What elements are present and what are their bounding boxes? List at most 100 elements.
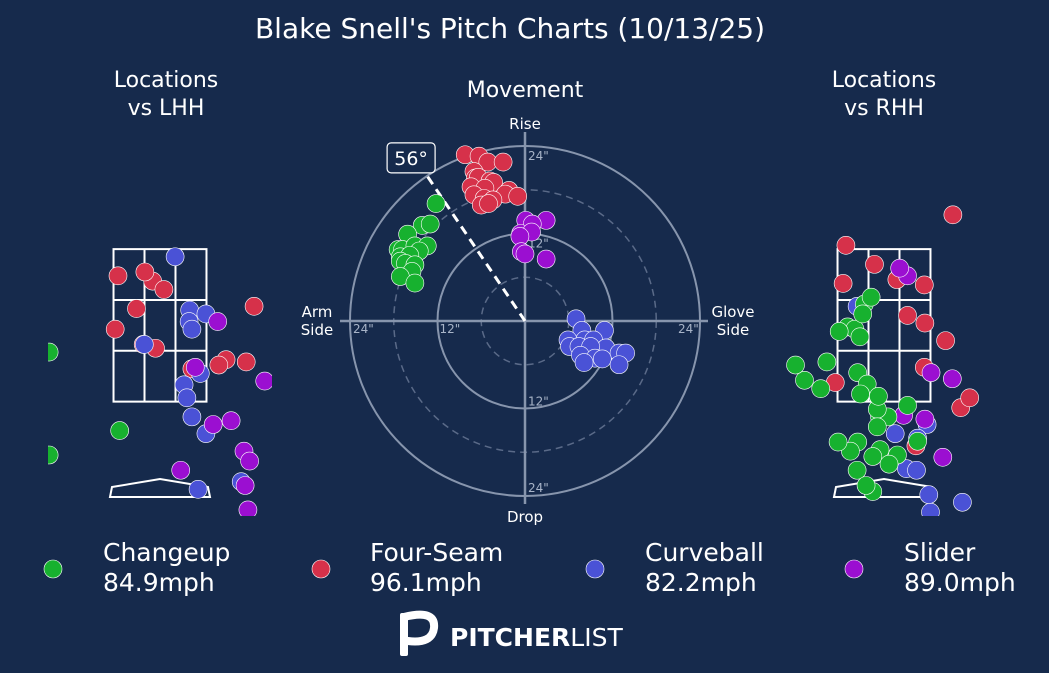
legend-pitch-name: Changeup — [103, 538, 230, 567]
pitch-point-four-seam — [865, 255, 884, 274]
pitch-point-four-seam — [154, 280, 174, 299]
pitch-point-curveball — [907, 460, 926, 480]
pitch-point-four-seam — [936, 331, 955, 350]
pitch-point-four-seam — [960, 388, 979, 408]
legend-marker — [585, 559, 605, 579]
pitch-point-curveball — [953, 492, 972, 512]
pitch-point-four-seam — [244, 297, 264, 316]
movement-point-curveball — [592, 349, 612, 369]
home-plate — [832, 477, 936, 498]
pitch-point-slider — [203, 415, 223, 434]
pitch-point-curveball — [188, 480, 208, 499]
arm-angle-value: 56° — [394, 148, 428, 170]
pitch-point-four-seam — [209, 355, 229, 375]
pitch-point-changeup — [795, 370, 814, 390]
pitch-point-curveball — [177, 388, 197, 408]
pitch-point-four-seam — [236, 352, 256, 372]
ring-label: 24" — [353, 322, 374, 336]
chart-title: Blake Snell's Pitch Charts (10/13/25) — [255, 12, 765, 45]
pitch-point-changeup — [861, 287, 881, 307]
pitch-point-four-seam — [108, 266, 128, 286]
ring-label: 12" — [440, 322, 461, 336]
pitch-point-changeup — [829, 322, 849, 341]
pitch-point-slider — [240, 451, 259, 471]
panel-title: Movement — [467, 78, 584, 103]
movement-point-changeup — [420, 214, 440, 234]
pitch-point-changeup — [850, 327, 870, 347]
pitch-point-four-seam — [836, 236, 856, 255]
pitch-point-changeup — [851, 384, 870, 404]
pitch-point-changeup — [811, 379, 831, 398]
pitch-point-four-seam — [135, 262, 155, 282]
pitch-point-changeup — [110, 421, 129, 440]
ring-label: 12" — [528, 395, 549, 409]
pitch-point-changeup — [879, 454, 899, 474]
legend-pitch-name: Curveball — [645, 538, 764, 567]
ring-label: 24" — [528, 149, 549, 163]
pitch-point-curveball — [182, 407, 202, 427]
pitch-point-slider — [238, 500, 258, 516]
pitch-point-four-seam — [943, 205, 963, 225]
pitch-point-changeup — [786, 355, 805, 375]
ring-label: 24" — [678, 322, 699, 336]
legend-pitch-speed: 96.1mph — [370, 568, 482, 597]
movement-point-changeup — [405, 273, 425, 293]
movement-point-four-seam — [493, 152, 513, 172]
legend-pitch-name: Slider — [904, 538, 976, 567]
movement-point-four-seam — [479, 194, 498, 213]
movement-point-slider — [515, 244, 535, 264]
legend-marker — [844, 559, 864, 579]
pitch-point-changeup — [898, 396, 917, 415]
pitch-point-four-seam — [915, 275, 934, 295]
pitch-point-changeup — [869, 386, 888, 406]
pitch-point-changeup — [48, 342, 59, 362]
pitch-point-curveball — [919, 485, 939, 504]
legend-marker — [311, 559, 331, 579]
pitcherlist-p-icon — [400, 610, 439, 656]
pitch-point-slider — [933, 447, 953, 467]
brand-name-light: LIST — [570, 623, 623, 652]
pitch-point-curveball — [165, 247, 185, 267]
legend-pitch-speed: 82.2mph — [645, 568, 757, 597]
locations-vs-rhh-panel: Locations vs RHH — [786, 68, 979, 516]
movement-point-curveball — [609, 355, 629, 375]
pitch-point-changeup — [48, 445, 59, 465]
direction-labels: Rise Drop Arm Side Glove Side — [301, 115, 755, 526]
movement-point-curveball — [574, 353, 594, 372]
pitch-point-changeup — [853, 304, 873, 324]
locations-vs-lhh-panel: Locations vs LHH — [48, 68, 272, 516]
pitch-point-changeup — [856, 476, 876, 495]
legend-marker — [43, 559, 63, 579]
pitch-point-four-seam — [833, 274, 853, 293]
ring-label: 24" — [528, 481, 549, 495]
panel-title: Locations vs RHH — [832, 68, 937, 121]
arm-side-label: Arm Side — [301, 303, 333, 339]
pitch-point-four-seam — [127, 299, 146, 318]
glove-side-label: Glove Side — [711, 303, 754, 339]
brand-name-bold: PITCHER — [450, 623, 570, 652]
pitch-point-four-seam — [915, 313, 935, 333]
rise-label: Rise — [509, 115, 541, 133]
pitch-point-changeup — [817, 352, 837, 372]
pitch-point-slider — [171, 460, 191, 480]
pitch-point-slider — [921, 363, 941, 382]
pitch-point-slider — [943, 369, 962, 389]
pitch-point-slider — [208, 312, 227, 331]
pitch-point-slider — [221, 411, 241, 430]
pitch-point-slider — [255, 371, 272, 391]
pitch-point-slider — [915, 409, 935, 429]
drop-label: Drop — [507, 508, 543, 526]
pitch-point-changeup — [908, 431, 927, 451]
pitch-point-curveball — [885, 424, 905, 443]
pitch-point-curveball — [182, 319, 202, 339]
legend-pitch-name: Four-Seam — [370, 538, 503, 567]
pitch-point-slider — [235, 476, 255, 495]
svg-text:PITCHERLIST: PITCHERLIST — [450, 623, 623, 652]
pitch-point-curveball — [921, 502, 940, 516]
